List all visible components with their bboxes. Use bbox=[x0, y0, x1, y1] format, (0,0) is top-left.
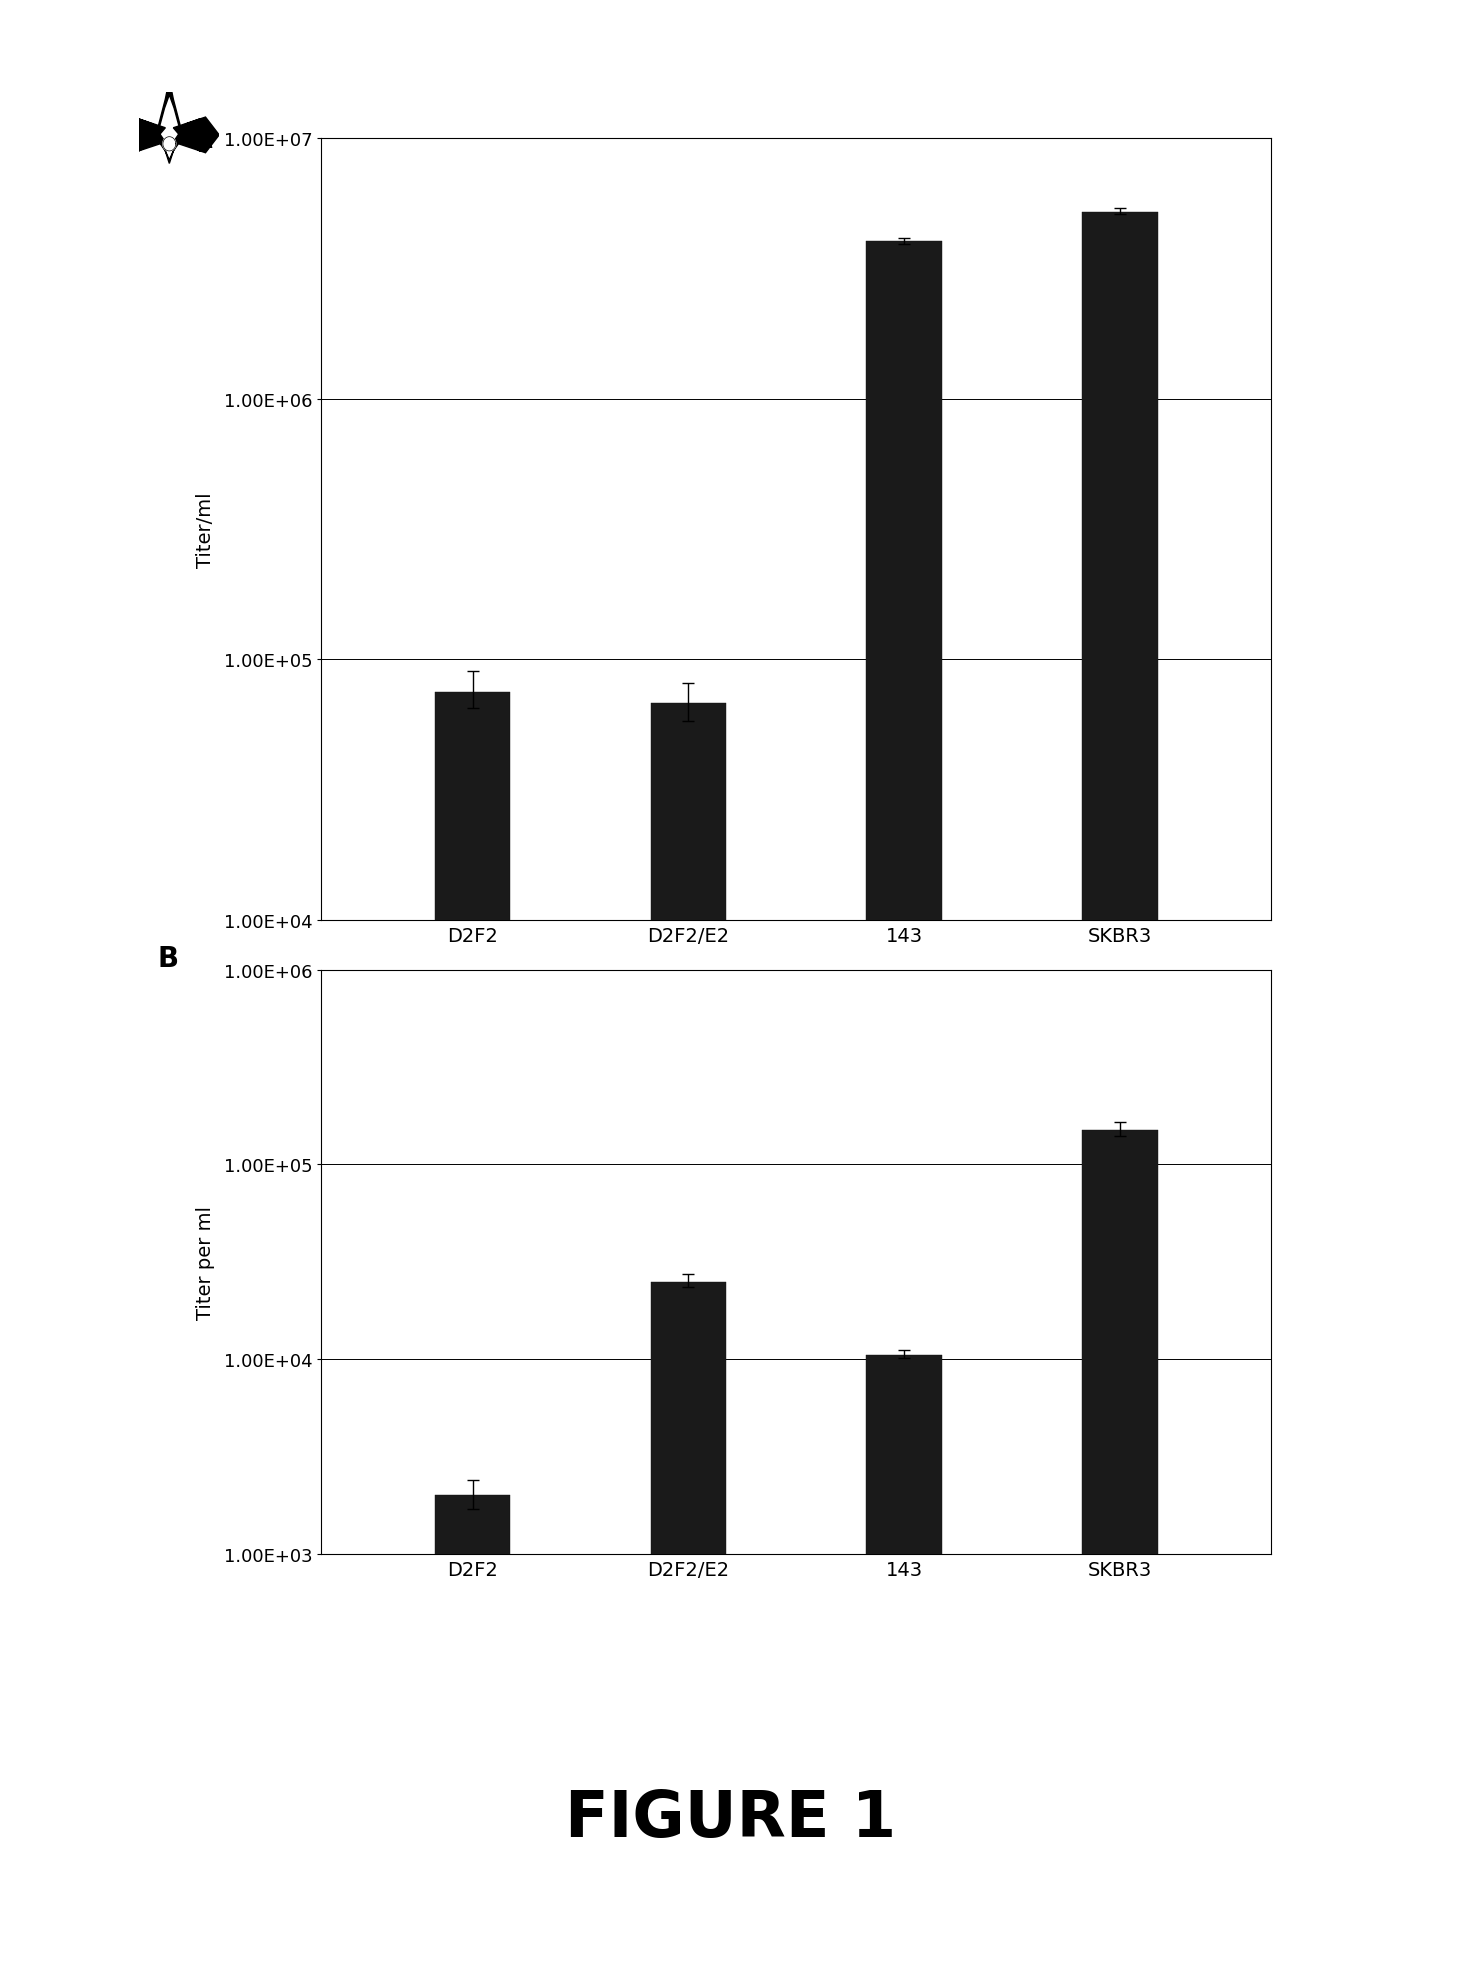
Polygon shape bbox=[158, 141, 181, 164]
Y-axis label: Titer per ml: Titer per ml bbox=[196, 1206, 215, 1319]
Bar bbox=[650, 703, 726, 1980]
Polygon shape bbox=[174, 119, 219, 154]
Bar bbox=[866, 1356, 942, 1980]
Bar bbox=[1083, 212, 1157, 1980]
Bar bbox=[866, 242, 942, 1980]
Text: FIGURE 1: FIGURE 1 bbox=[565, 1786, 896, 1849]
Bar bbox=[435, 1495, 510, 1980]
Text: B: B bbox=[158, 944, 178, 972]
Y-axis label: Titer/ml: Titer/ml bbox=[196, 491, 215, 568]
Polygon shape bbox=[155, 81, 184, 141]
Bar bbox=[650, 1283, 726, 1980]
Bar bbox=[435, 693, 510, 1980]
Bar bbox=[1083, 1131, 1157, 1980]
Text: A: A bbox=[196, 133, 213, 152]
Polygon shape bbox=[120, 119, 165, 154]
Polygon shape bbox=[164, 139, 175, 152]
